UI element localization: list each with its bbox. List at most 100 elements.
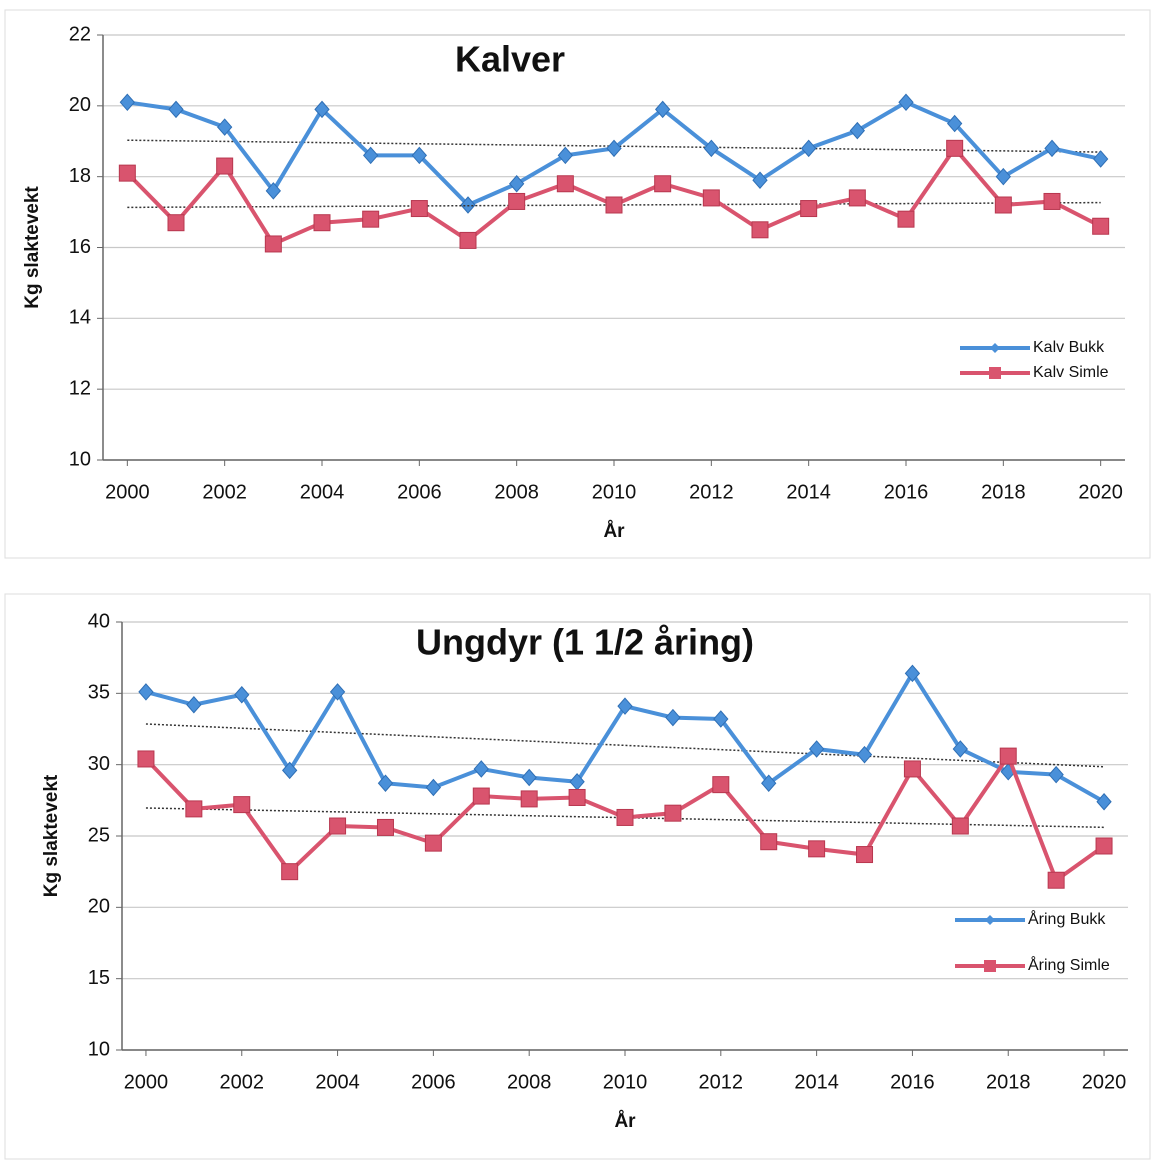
marker (186, 695, 202, 714)
marker (329, 683, 346, 701)
marker (509, 174, 525, 193)
marker (424, 834, 442, 852)
legend-label: Kalv Bukk (1033, 339, 1105, 356)
marker (233, 796, 251, 814)
y-tick-label: 18 (69, 165, 91, 187)
marker (556, 175, 574, 193)
marker (655, 100, 671, 119)
legend-label: Åring Bukk (1028, 909, 1106, 928)
marker (856, 745, 873, 764)
x-tick-label: 2014 (794, 1071, 839, 1093)
x-tick-label: 2008 (507, 1071, 552, 1093)
y-tick-label: 15 (88, 967, 110, 989)
marker (137, 750, 155, 768)
marker (473, 760, 489, 778)
series-line (145, 669, 1106, 804)
x-tick-label: 2016 (884, 481, 929, 503)
marker (508, 192, 526, 210)
marker (952, 740, 968, 758)
marker (119, 93, 135, 112)
y-tick-label: 22 (69, 23, 91, 45)
marker (217, 118, 233, 136)
marker (265, 182, 281, 200)
marker (520, 790, 538, 808)
marker (216, 157, 234, 175)
marker (856, 846, 874, 864)
chart-title: Kalver (455, 39, 565, 80)
x-axis-label: År (614, 1111, 636, 1132)
y-tick-label: 12 (69, 377, 91, 399)
marker (848, 189, 866, 207)
x-tick-label: 2010 (592, 481, 637, 503)
x-tick-label: 2000 (124, 1071, 169, 1093)
marker (459, 231, 477, 249)
marker (947, 114, 963, 133)
marker (951, 817, 969, 835)
x-tick-label: 2020 (1078, 481, 1123, 503)
marker (808, 840, 826, 858)
marker (606, 139, 622, 158)
y-axis-label: Kg slaktevekt (41, 774, 62, 897)
marker (425, 778, 442, 797)
marker (557, 146, 573, 165)
marker (751, 221, 769, 239)
marker (702, 189, 720, 207)
y-tick-label: 20 (69, 94, 91, 116)
marker (617, 697, 633, 715)
marker (568, 788, 586, 806)
legend-marker (984, 960, 996, 972)
legend-label: Kalv Simle (1033, 364, 1109, 381)
chart-title: Ungdyr (1 1/2 åring) (416, 622, 754, 663)
x-tick-label: 2018 (986, 1071, 1031, 1093)
y-tick-label: 14 (69, 307, 91, 329)
marker (472, 787, 490, 805)
marker (999, 747, 1017, 765)
marker (1092, 217, 1110, 235)
legend-label: Åring Simle (1028, 955, 1110, 974)
marker (138, 683, 154, 701)
marker (411, 146, 427, 165)
marker (167, 214, 185, 232)
x-axis-label: År (603, 521, 625, 542)
marker (1043, 192, 1061, 210)
marker (118, 164, 136, 182)
marker (664, 804, 682, 822)
y-tick-label: 10 (69, 448, 91, 470)
x-tick-label: 2002 (202, 481, 247, 503)
marker (521, 768, 537, 787)
marker (713, 710, 729, 728)
marker (712, 776, 730, 794)
marker (362, 210, 380, 228)
marker (1093, 150, 1109, 168)
marker (703, 139, 719, 158)
legend-marker (985, 915, 995, 925)
marker (808, 740, 825, 758)
x-tick-label: 2008 (494, 481, 539, 503)
marker (1095, 837, 1113, 855)
marker (281, 863, 299, 881)
y-tick-label: 20 (88, 896, 110, 918)
marker (898, 93, 914, 112)
frame (4, 593, 1151, 1160)
x-tick-label: 2006 (411, 1071, 456, 1093)
y-tick-label: 16 (69, 236, 91, 258)
y-tick-label: 35 (88, 682, 110, 704)
frame (4, 9, 1151, 559)
x-tick-label: 2012 (699, 1071, 744, 1093)
marker (377, 774, 394, 792)
x-tick-label: 2002 (220, 1071, 265, 1093)
marker (363, 146, 379, 165)
marker (946, 139, 964, 157)
marker (752, 171, 768, 189)
x-tick-label: 2006 (397, 481, 442, 503)
marker (801, 139, 817, 158)
marker (897, 210, 915, 228)
marker (1096, 793, 1112, 811)
marker (800, 200, 818, 218)
marker (1047, 871, 1065, 889)
marker (314, 100, 330, 119)
y-tick-label: 40 (88, 610, 110, 632)
y-tick-label: 30 (88, 753, 110, 775)
marker (760, 833, 778, 851)
marker (234, 686, 250, 704)
